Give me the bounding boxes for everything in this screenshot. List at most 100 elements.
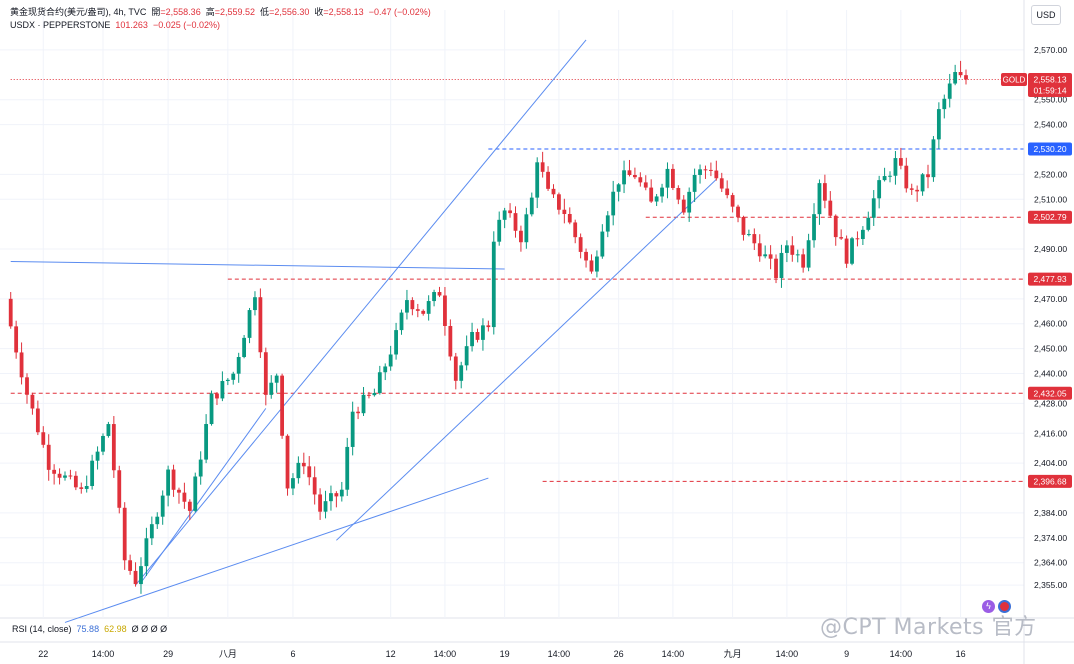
price-level-label: 2,477.93 [1033, 274, 1066, 284]
candle-body [84, 486, 89, 489]
candle [654, 193, 659, 207]
symbol-tag-label: GOLD [1003, 75, 1026, 84]
candle-body [296, 462, 301, 479]
rsi-label: RSI (14, close) [12, 624, 72, 634]
candle-body [225, 379, 230, 382]
candle-body [741, 217, 746, 235]
candle-body [567, 214, 572, 223]
candle-body [453, 356, 458, 381]
rsi-value: 75.88 [76, 624, 100, 634]
candle-body [301, 462, 306, 467]
candle-body [681, 199, 686, 213]
candle-body [888, 175, 892, 177]
candle-body [269, 382, 274, 395]
candle-body [377, 372, 382, 394]
candle [497, 211, 502, 246]
trendline[interactable] [135, 39, 587, 586]
candle [236, 352, 241, 383]
candle-body [25, 377, 29, 395]
candle [415, 303, 420, 318]
overlay-symbol[interactable]: USDX · PEPPERSTONE [10, 20, 111, 30]
candle-body [63, 475, 67, 478]
candle-body [839, 237, 844, 239]
candle [149, 516, 154, 546]
rsi-legend[interactable]: RSI (14, close) 75.88 62.98 Ø Ø Ø Ø [12, 624, 167, 634]
trendline[interactable] [336, 178, 717, 541]
candle [898, 147, 903, 170]
candle [714, 160, 719, 181]
candle [540, 151, 545, 178]
candle-body [904, 165, 909, 189]
symbol-name[interactable]: 黄金现货合约(美元/盎司) [10, 7, 109, 17]
price-axis[interactable]: 2,570.00 2,550.00 2,540.00 2,520.00 2,510.00… [1023, 0, 1067, 664]
candle [318, 488, 322, 520]
candle [453, 352, 458, 390]
candle [291, 473, 295, 496]
x-tick-label: 26 [614, 649, 624, 659]
candle [611, 180, 616, 226]
x-tick-label: 9 [844, 649, 849, 659]
candle [741, 215, 746, 241]
low-label: 低 [260, 7, 270, 17]
horizontal-levels[interactable] [10, 78, 1024, 482]
candle [122, 502, 127, 570]
candle-body [345, 446, 350, 490]
overlay-value: 101.263 [115, 20, 148, 30]
candle [942, 94, 947, 119]
candle [274, 373, 279, 393]
candle [931, 136, 936, 182]
candle [844, 235, 849, 268]
candle [475, 328, 480, 343]
bar-countdown: 01:59:14 [1033, 85, 1066, 95]
y-tick-label: 2,520.00 [1034, 169, 1067, 179]
data-source: TVC [128, 7, 147, 17]
trendlines[interactable] [10, 39, 717, 623]
candle-body [350, 411, 355, 447]
candle-body [708, 169, 713, 171]
trendline[interactable] [140, 408, 267, 583]
candle-body [410, 300, 415, 310]
candle-body [388, 354, 393, 367]
candle [877, 175, 882, 209]
candle [296, 456, 301, 484]
x-tick-label: 6 [290, 649, 295, 659]
candle-body [698, 169, 702, 175]
candle [806, 233, 811, 272]
candle [166, 465, 171, 507]
candle [774, 254, 778, 284]
candle [247, 307, 252, 344]
lightning-icon[interactable]: ϟ [982, 600, 995, 614]
candle-body [866, 217, 871, 230]
candle [964, 69, 968, 85]
price-level-tag [1028, 474, 1072, 488]
trendline[interactable] [64, 477, 489, 623]
candle [730, 192, 735, 213]
x-tick-label: 29 [163, 649, 173, 659]
candle [486, 320, 491, 332]
candle [399, 309, 404, 335]
candle-body [160, 495, 165, 517]
candle [768, 245, 773, 270]
candle-body [529, 197, 534, 215]
candle [595, 250, 599, 278]
candle-body [149, 524, 154, 539]
candle [25, 373, 29, 404]
us-flag-icon[interactable] [998, 600, 1011, 614]
candle [139, 557, 143, 594]
trendline[interactable] [10, 261, 505, 270]
currency-button[interactable]: USD [1031, 5, 1061, 25]
candle-body [35, 408, 40, 433]
time-axis[interactable]: 22 14:00 29 八月 6 12 14:00 19 14:00 26 14:00 九月 14:00… [38, 649, 965, 659]
symbol-tag [1001, 72, 1027, 86]
candle-body [263, 352, 268, 395]
candle-body [898, 158, 903, 166]
candle-body [111, 424, 116, 471]
candle-body [616, 184, 621, 192]
candle [421, 309, 426, 316]
candle [394, 322, 398, 360]
candle [817, 179, 822, 225]
candle [356, 406, 360, 420]
open-value: =2,558.36 [160, 7, 201, 17]
candle [242, 334, 247, 359]
